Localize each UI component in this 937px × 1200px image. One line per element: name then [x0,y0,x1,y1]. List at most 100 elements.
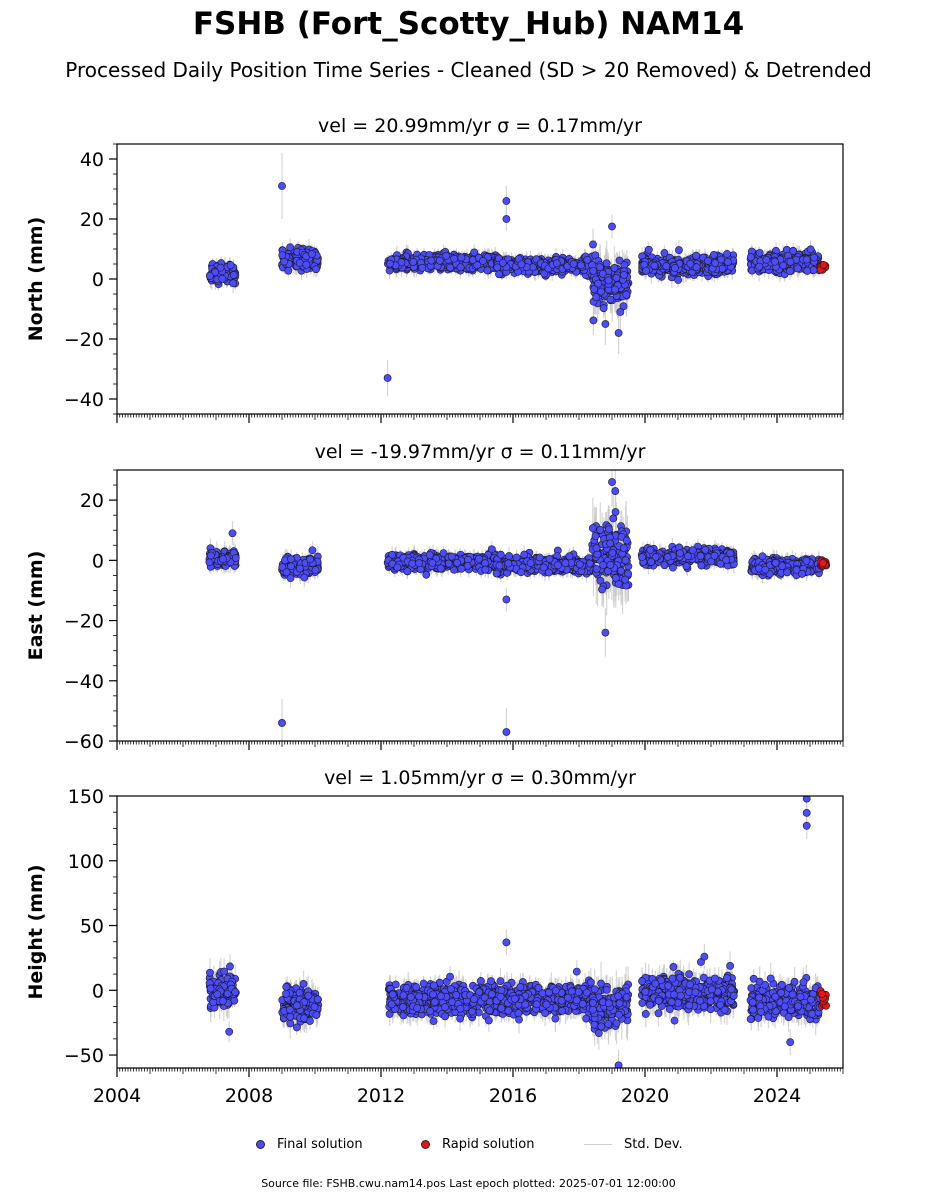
data-point [589,316,598,325]
data-point [517,260,526,269]
data-point [803,266,812,275]
data-point [692,251,701,260]
data-point [592,293,601,302]
data-point [312,265,320,274]
data-point [409,258,418,266]
data-point [302,260,311,269]
data-point [755,262,764,271]
data-point [540,269,549,278]
data-point [611,285,619,294]
data-point [670,264,679,272]
y-tick-label: −40 [64,389,104,411]
data-point [583,255,592,264]
data-point [218,274,227,283]
data-point [596,263,604,272]
data-point [589,266,598,275]
data-point [226,261,235,270]
data-point [810,253,818,262]
data-point [286,243,295,252]
data-point [717,255,725,264]
data-point [418,263,427,272]
plot-area-1 [205,470,831,741]
data-point [479,256,487,265]
data-point [590,285,598,294]
outlier-point [502,215,511,223]
data-point [674,276,683,284]
data-point [589,240,597,249]
data-point [723,258,732,266]
figure-subtitle: Processed Daily Position Time Series - C… [65,58,872,82]
data-point [229,271,238,279]
data-point [483,266,492,275]
outlier-point [383,374,392,382]
data-point [644,245,653,254]
y-tick-label: 0 [92,269,104,291]
data-point [427,256,436,265]
x-ticks-0 [116,414,844,423]
data-point [606,295,615,304]
data-point [308,249,316,258]
data-point [599,304,608,313]
data-point [473,261,482,269]
data-point [495,270,503,279]
data-point [602,259,611,268]
data-point [662,262,671,271]
data-point [746,253,755,261]
data-point [802,255,811,264]
data-point [692,263,701,272]
data-point [786,257,795,266]
data-point [675,246,683,254]
data-point [278,251,287,260]
outlier-point [608,222,616,231]
data-point [284,266,293,275]
outlier-point [278,182,286,190]
figure-title: FSHB (Fort_Scotty_Hub) NAM14 [192,6,745,42]
data-point [205,271,214,280]
outlier-point [601,320,610,328]
data-point [771,257,779,266]
data-point [660,249,669,257]
data-point [446,263,455,272]
plot-canvas: −40 −20 0 20 40 vel = 20.99mm/yr σ = 0.17mm/y… [25,115,844,1107]
data-point [762,255,771,264]
outlier-point [614,329,623,337]
data-point [216,263,225,272]
data-point [569,259,578,268]
data-point [594,279,603,288]
data-point [612,273,621,282]
data-point [597,287,605,296]
panel-title: vel = 20.99mm/yr σ = 0.17mm/yr [318,115,642,137]
data-point [723,249,731,258]
data-point [620,270,628,279]
data-point [615,256,624,265]
y-tick-label: 40 [80,149,104,171]
std-dev-bars-1 [208,470,821,741]
data-point [493,263,502,272]
data-point [703,256,712,265]
data-point [686,259,695,268]
data-point [642,266,651,275]
data-point [711,259,720,268]
plot-area-0 [205,153,830,396]
data-point [709,250,718,259]
data-point [552,259,561,268]
data-point [598,269,607,278]
data-point [498,258,507,267]
data-point [442,251,451,260]
data-point [386,259,394,268]
data-point [577,261,585,270]
panel-0: −40 −20 0 20 40 vel = 20.99mm/yr σ = 0.17mm/y… [25,115,844,423]
final-points-0 [205,182,830,382]
data-point [295,258,304,267]
data-point [786,267,794,275]
y-axis-label: North (mm) [25,217,47,342]
y-tick-label: −20 [64,329,104,351]
data-point [610,263,619,272]
data-point [755,248,764,257]
data-point [450,254,459,263]
data-point [789,247,798,255]
data-point [435,256,444,265]
data-point [456,263,465,272]
data-point [622,290,631,299]
